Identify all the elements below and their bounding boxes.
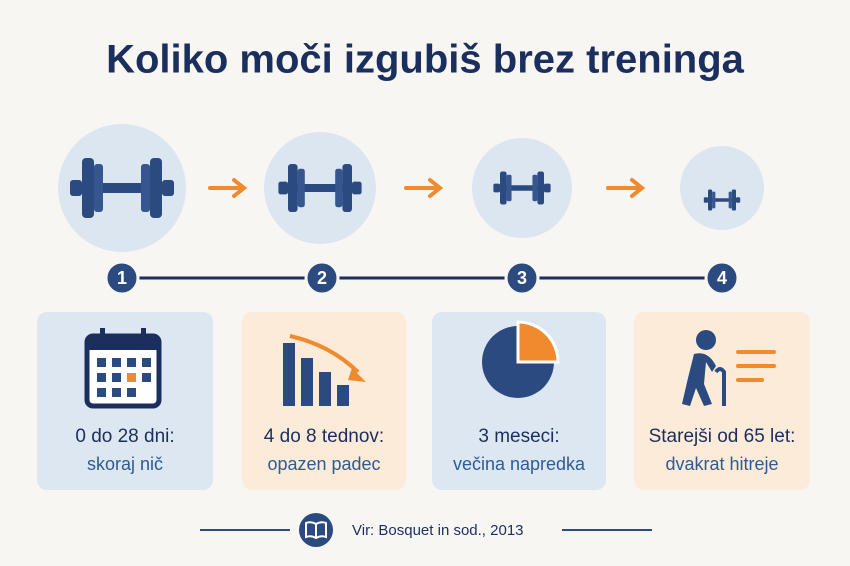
step-number: 2 <box>317 268 327 288</box>
step-text: dvakrat hitreje <box>665 454 778 474</box>
step-heading: 4 do 8 tednov: <box>264 426 384 447</box>
step-heading: 0 do 28 dni: <box>75 426 174 447</box>
step-text: večina napredka <box>453 454 586 474</box>
steps: 1 2 3 4 0 do 28 dni: skoraj nič 4 do 8 t… <box>75 260 796 474</box>
step-number: 3 <box>517 268 527 288</box>
step-text: skoraj nič <box>87 454 163 474</box>
source-text: Vir: Bosquet in sod., 2013 <box>352 522 524 539</box>
icons <box>84 320 776 409</box>
dumbbells <box>58 124 764 252</box>
step-heading: Starejši od 65 let: <box>649 426 796 447</box>
step-heading: 3 meseci: <box>478 426 559 447</box>
title: Koliko moči izgubiš brez treninga <box>106 38 745 82</box>
step-number: 4 <box>717 268 727 288</box>
step-text: opazen padec <box>267 454 380 474</box>
step-number: 1 <box>117 268 127 288</box>
source: Vir: Bosquet in sod., 2013 <box>200 513 652 547</box>
